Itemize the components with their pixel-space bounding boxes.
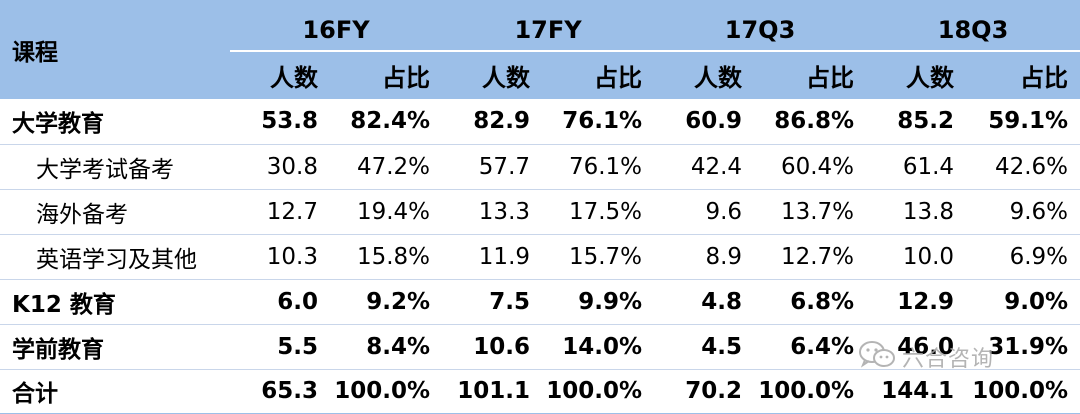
table-cell: 9.9% (542, 279, 655, 325)
row-label: 大学考试备考 (0, 144, 230, 190)
table-row: K12 教育 6.0 9.2% 7.5 9.9% 4.8 6.8% 12.9 9… (0, 279, 1080, 325)
table-cell: 6.4% (754, 324, 867, 370)
people-header: 人数 (866, 51, 967, 99)
table-cell: 53.8 (230, 99, 330, 145)
share-header: 占比 (542, 51, 655, 99)
table-cell: 11.9 (442, 234, 543, 280)
table-cell: 42.6% (966, 144, 1080, 190)
table-body: 大学教育 53.8 82.4% 82.9 76.1% 60.9 86.8% 85… (0, 99, 1080, 414)
table-cell: 8.9 (654, 234, 755, 280)
table-cell: 13.8 (866, 189, 967, 235)
people-header: 人数 (442, 51, 543, 99)
period-header: 17FY (442, 0, 655, 52)
table-cell: 4.5 (654, 324, 755, 370)
table-header: 课程 16FY 17FY 17Q3 18Q3 人数 占比 人数 占比 人数 占比… (0, 0, 1080, 99)
table-cell: 65.3 (230, 369, 330, 414)
share-header: 占比 (966, 51, 1080, 99)
table-cell: 12.7 (230, 189, 330, 235)
table-cell: 13.7% (754, 189, 867, 235)
share-header: 占比 (754, 51, 867, 99)
table-cell: 100.0% (542, 369, 655, 414)
table-cell: 60.4% (754, 144, 867, 190)
table-row: 合计 65.3 100.0% 101.1 100.0% 70.2 100.0% … (0, 369, 1080, 414)
table-cell: 100.0% (754, 369, 867, 414)
period-header: 17Q3 (654, 0, 867, 52)
table-cell: 7.5 (442, 279, 543, 325)
course-header: 课程 (0, 0, 230, 99)
table-cell: 85.2 (866, 99, 967, 145)
wechat-icon (858, 340, 896, 374)
row-label: 合计 (0, 369, 230, 414)
share-header: 占比 (330, 51, 443, 99)
table-cell: 10.6 (442, 324, 543, 370)
table-cell: 101.1 (442, 369, 543, 414)
table-cell: 15.8% (330, 234, 443, 280)
table-cell: 5.5 (230, 324, 330, 370)
table-row: 大学考试备考 30.8 47.2% 57.7 76.1% 42.4 60.4% … (0, 144, 1080, 190)
table-cell: 82.4% (330, 99, 443, 145)
table-cell: 15.7% (542, 234, 655, 280)
table-cell: 76.1% (542, 99, 655, 145)
table-cell: 60.9 (654, 99, 755, 145)
table-cell: 9.6% (966, 189, 1080, 235)
table-cell: 9.2% (330, 279, 443, 325)
table-cell: 70.2 (654, 369, 755, 414)
table-cell: 6.9% (966, 234, 1080, 280)
row-label: 学前教育 (0, 324, 230, 370)
table-cell: 6.0 (230, 279, 330, 325)
table-cell: 12.9 (866, 279, 967, 325)
row-label: K12 教育 (0, 279, 230, 325)
table-cell: 13.3 (442, 189, 543, 235)
table-cell: 6.8% (754, 279, 867, 325)
table-cell: 14.0% (542, 324, 655, 370)
table-cell: 17.5% (542, 189, 655, 235)
table-cell: 12.7% (754, 234, 867, 280)
row-label: 海外备考 (0, 189, 230, 235)
table-cell: 47.2% (330, 144, 443, 190)
watermark-text: 六合咨询 (902, 347, 995, 372)
table-cell: 76.1% (542, 144, 655, 190)
table-cell: 57.7 (442, 144, 543, 190)
table-cell: 144.1 (866, 369, 967, 414)
table-cell: 42.4 (654, 144, 755, 190)
people-header: 人数 (230, 51, 330, 99)
table-cell: 8.4% (330, 324, 443, 370)
table-row: 大学教育 53.8 82.4% 82.9 76.1% 60.9 86.8% 85… (0, 99, 1080, 145)
table-cell: 30.8 (230, 144, 330, 190)
table-cell: 9.6 (654, 189, 755, 235)
table-cell: 86.8% (754, 99, 867, 145)
table-cell: 61.4 (866, 144, 967, 190)
table-cell: 19.4% (330, 189, 443, 235)
table-cell: 10.0 (866, 234, 967, 280)
row-label: 大学教育 (0, 99, 230, 145)
table-row: 海外备考 12.7 19.4% 13.3 17.5% 9.6 13.7% 13.… (0, 189, 1080, 235)
table-cell: 31.9% (966, 324, 1080, 370)
people-header: 人数 (654, 51, 755, 99)
table-cell: 100.0% (966, 369, 1080, 414)
row-label: 英语学习及其他 (0, 234, 230, 280)
watermark: 六合咨询 (858, 340, 994, 374)
period-header: 18Q3 (866, 0, 1080, 52)
table-row: 英语学习及其他 10.3 15.8% 11.9 15.7% 8.9 12.7% … (0, 234, 1080, 280)
period-header: 16FY (230, 0, 443, 52)
table-cell: 82.9 (442, 99, 543, 145)
table-cell: 10.3 (230, 234, 330, 280)
table-cell: 4.8 (654, 279, 755, 325)
table-cell: 59.1% (966, 99, 1080, 145)
table-cell: 9.0% (966, 279, 1080, 325)
table-row: 学前教育 5.5 8.4% 10.6 14.0% 4.5 6.4% 46.0 3… (0, 324, 1080, 370)
table-cell: 100.0% (330, 369, 443, 414)
